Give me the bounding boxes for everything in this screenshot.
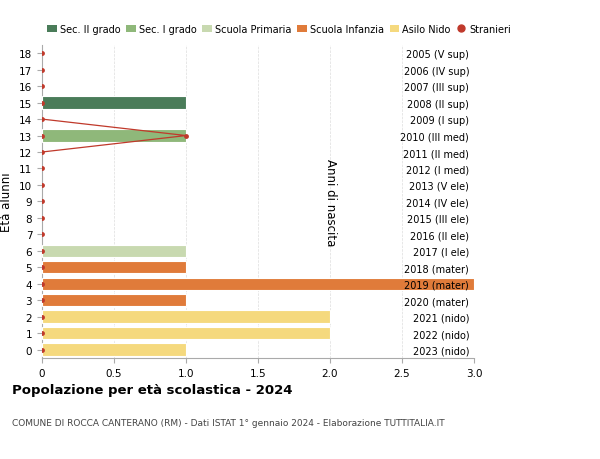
Bar	[42, 97, 186, 110]
Bar	[42, 344, 186, 356]
Y-axis label: Età alunni: Età alunni	[1, 172, 13, 232]
Bar	[42, 278, 474, 290]
Bar	[42, 130, 186, 142]
Y-axis label: Anni di nascita: Anni di nascita	[324, 158, 337, 246]
Legend: Sec. II grado, Sec. I grado, Scuola Primaria, Scuola Infanzia, Asilo Nido, Stran: Sec. II grado, Sec. I grado, Scuola Prim…	[47, 25, 511, 35]
Text: Popolazione per età scolastica - 2024: Popolazione per età scolastica - 2024	[12, 383, 293, 396]
Bar	[42, 245, 186, 257]
Bar	[42, 294, 186, 307]
Bar	[42, 311, 330, 323]
Text: COMUNE DI ROCCA CANTERANO (RM) - Dati ISTAT 1° gennaio 2024 - Elaborazione TUTTI: COMUNE DI ROCCA CANTERANO (RM) - Dati IS…	[12, 418, 445, 427]
Bar	[42, 262, 186, 274]
Bar	[42, 327, 330, 340]
